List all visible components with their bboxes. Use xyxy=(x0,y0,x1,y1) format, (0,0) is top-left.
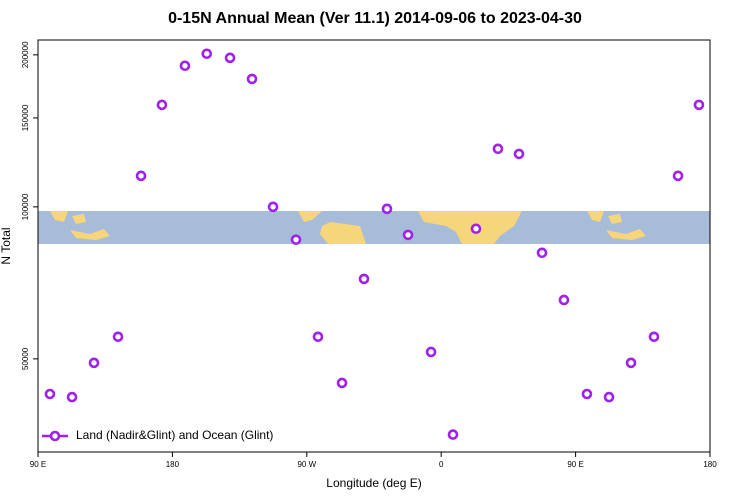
data-point xyxy=(290,234,302,245)
data-point xyxy=(246,73,258,85)
x-tick-label: 180 xyxy=(166,460,180,469)
data-point xyxy=(88,357,100,369)
data-point xyxy=(336,377,348,389)
data-point xyxy=(648,331,660,343)
legend-label: Land (Nadir&Glint) and Ocean (Glint) xyxy=(76,428,273,442)
land xyxy=(298,211,366,244)
data-point xyxy=(267,201,279,213)
x-tick-label: 90 W xyxy=(297,460,316,469)
data-point xyxy=(201,48,213,60)
map-band xyxy=(38,211,710,244)
data-point xyxy=(179,60,191,72)
data-point xyxy=(625,357,637,369)
x-tick-label: 0 xyxy=(439,460,444,469)
data-point xyxy=(224,52,236,64)
data-point xyxy=(693,99,705,111)
chart-title: 0-15N Annual Mean (Ver 11.1) 2014-09-06 … xyxy=(168,10,582,27)
y-tick-label: 200000 xyxy=(21,41,30,68)
data-point xyxy=(558,294,570,306)
data-point xyxy=(312,331,324,343)
land xyxy=(587,211,646,240)
y-axis-label: N Total xyxy=(0,227,13,264)
data-point xyxy=(513,148,525,160)
data-point xyxy=(603,391,615,403)
data-point xyxy=(447,429,459,440)
y-tick-label: 150000 xyxy=(21,104,30,131)
data-point xyxy=(536,247,548,259)
data-point xyxy=(135,170,147,182)
land xyxy=(50,211,110,240)
legend-marker xyxy=(49,430,61,442)
data-point xyxy=(381,203,393,215)
data-point xyxy=(581,388,593,400)
x-tick-label: 180 xyxy=(703,460,717,469)
data-point xyxy=(112,331,124,343)
y-tick-label: 50000 xyxy=(21,347,30,370)
data-point xyxy=(425,346,437,358)
data-point xyxy=(470,223,482,235)
x-axis-label: Longitude (deg E) xyxy=(326,476,421,490)
data-point xyxy=(358,273,370,285)
data-point xyxy=(156,99,168,111)
x-tick-label: 90 E xyxy=(567,460,583,469)
x-tick-label: 90 E xyxy=(30,460,46,469)
data-point xyxy=(66,391,78,403)
land xyxy=(418,211,522,244)
data-point xyxy=(44,388,56,400)
plot-frame xyxy=(37,39,711,453)
data-point xyxy=(672,170,684,182)
y-tick-label: 100000 xyxy=(21,193,30,220)
data-point xyxy=(492,143,504,155)
data-point xyxy=(402,229,414,241)
